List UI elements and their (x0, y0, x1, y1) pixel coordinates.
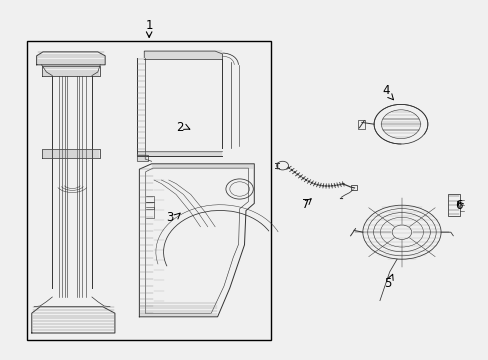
Text: 3: 3 (166, 211, 174, 224)
Bar (358, 120, 365, 129)
Text: 2: 2 (176, 121, 183, 134)
Bar (447, 194, 459, 216)
Text: 1: 1 (145, 19, 153, 32)
Text: 6: 6 (454, 199, 462, 212)
Bar (27, 41, 271, 340)
Text: 5: 5 (383, 277, 391, 290)
Text: 7: 7 (301, 198, 309, 211)
Text: 4: 4 (382, 84, 389, 96)
Bar (350, 185, 357, 190)
Bar (137, 155, 147, 161)
